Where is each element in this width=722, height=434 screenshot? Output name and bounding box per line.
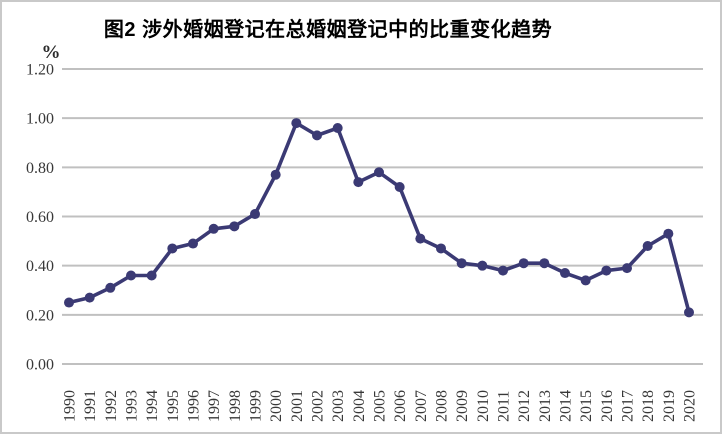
x-tick-label: 1999 — [248, 390, 265, 422]
data-point — [353, 177, 364, 188]
x-tick-label: 2000 — [268, 390, 285, 422]
data-point — [580, 275, 591, 286]
data-point — [229, 221, 240, 232]
x-tick-label: 2016 — [599, 390, 616, 422]
data-point — [188, 238, 198, 249]
x-tick-label: 2019 — [661, 390, 678, 422]
data-point — [374, 167, 384, 178]
y-tick-label: 0.20 — [26, 307, 54, 324]
x-tick-label: 2010 — [475, 390, 492, 422]
x-tick-label: 1993 — [124, 390, 141, 422]
data-point — [332, 123, 343, 133]
data-point — [518, 258, 529, 269]
data-point — [498, 265, 508, 276]
x-tick-label: 2014 — [558, 390, 575, 422]
x-tick-label: 1995 — [165, 390, 182, 422]
y-tick-label: 0.40 — [26, 258, 54, 275]
data-point — [270, 169, 281, 180]
y-tick-label: 0.00 — [26, 357, 54, 374]
x-tick-label: 2017 — [620, 390, 637, 422]
data-point — [250, 209, 260, 220]
x-tick-label: 2020 — [682, 390, 699, 422]
x-tick-label: 2012 — [516, 390, 533, 422]
x-tick-label: 2008 — [434, 390, 451, 422]
x-tick-label: 2006 — [392, 390, 409, 422]
data-point — [477, 260, 488, 271]
data-point — [560, 268, 570, 279]
data-point — [84, 292, 95, 303]
data-point — [539, 258, 550, 269]
data-point — [146, 270, 157, 281]
data-point — [105, 282, 116, 293]
x-tick-label: 1990 — [62, 390, 79, 422]
x-tick-label: 1998 — [227, 390, 244, 422]
x-tick-label: 2003 — [330, 390, 347, 422]
x-tick-label: 2013 — [537, 390, 554, 422]
data-point — [291, 118, 302, 129]
y-tick-label: 1.20 — [26, 62, 54, 79]
x-tick-label: 1991 — [82, 390, 99, 422]
data-point — [312, 130, 322, 141]
data-point — [415, 233, 426, 244]
x-tick-label: 1994 — [144, 390, 161, 422]
data-point — [208, 223, 219, 234]
trend-line — [67, 121, 691, 315]
data-point — [663, 228, 674, 239]
x-tick-label: 2007 — [413, 390, 430, 422]
y-tick-label: 1.00 — [26, 111, 54, 128]
data-point — [64, 297, 74, 308]
y-axis-unit-label: % — [41, 42, 61, 63]
data-point — [601, 265, 612, 276]
x-tick-label: 2002 — [310, 390, 327, 422]
data-point — [456, 258, 467, 269]
x-tick-label: 2001 — [289, 390, 306, 422]
chart-title: 图2 涉外婚姻登记在总婚姻登记中的比重变化趋势 — [103, 19, 553, 41]
x-tick-label: 2011 — [496, 391, 513, 422]
data-point — [394, 182, 405, 192]
x-tick-label: 2009 — [454, 390, 471, 422]
x-tick-label: 1992 — [103, 390, 120, 422]
data-point — [126, 270, 136, 281]
y-tick-label: 0.60 — [26, 209, 54, 226]
data-point — [167, 243, 178, 254]
x-tick-label: 1996 — [186, 390, 203, 422]
x-tick-label: 2015 — [578, 390, 595, 422]
data-point — [684, 307, 694, 318]
y-tick-label: 0.80 — [26, 160, 54, 177]
data-point — [642, 241, 653, 251]
data-point — [622, 263, 632, 274]
x-tick-label: 2004 — [351, 390, 368, 422]
x-tick-label: 1997 — [206, 390, 223, 422]
data-point — [436, 243, 446, 254]
x-tick-label: 2005 — [372, 390, 389, 422]
x-tick-label: 2018 — [640, 390, 657, 422]
